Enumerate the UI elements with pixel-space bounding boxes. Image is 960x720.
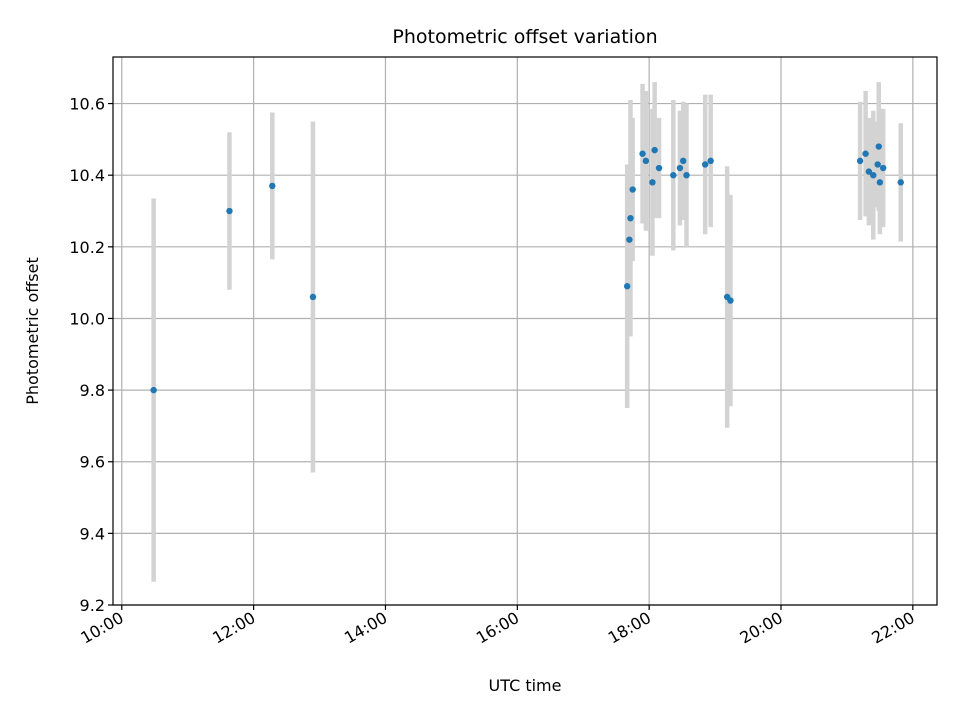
plot-area-frame xyxy=(112,56,938,606)
data-point xyxy=(856,157,864,165)
y-axis: 9.2 9.4 9.6 9.8 10.0 10.2 10.4 10.6 xyxy=(69,95,113,615)
data-point xyxy=(676,164,684,172)
y-tick-label: 9.6 xyxy=(80,453,105,472)
y-tick-label: 9.2 xyxy=(80,596,105,615)
data-point xyxy=(651,146,658,154)
data-point xyxy=(627,214,634,222)
data-point xyxy=(309,293,317,301)
data-point xyxy=(879,164,887,172)
data-point xyxy=(870,171,877,179)
grid xyxy=(113,57,937,606)
y-tick-label: 9.8 xyxy=(80,381,105,400)
data-point xyxy=(626,236,633,243)
x-axis-title: UTC time xyxy=(489,676,562,695)
data-point xyxy=(727,297,734,304)
data-point xyxy=(874,161,881,168)
y-tick-label: 10.6 xyxy=(69,95,105,114)
data-point xyxy=(150,386,157,394)
y-tick-label: 10.0 xyxy=(69,309,105,328)
data-point xyxy=(670,171,677,179)
data-points xyxy=(150,143,904,394)
data-point xyxy=(683,171,690,179)
data-point xyxy=(655,164,663,172)
data-point xyxy=(701,161,709,168)
data-point xyxy=(876,179,884,186)
y-tick-label: 10.4 xyxy=(69,166,105,185)
y-tick-label: 9.4 xyxy=(80,524,105,543)
y-tick-label: 10.2 xyxy=(69,238,105,257)
data-point xyxy=(226,207,233,215)
y-axis-title: Photometric offset xyxy=(23,257,42,405)
data-point xyxy=(639,150,646,157)
data-point xyxy=(875,143,882,150)
data-point xyxy=(642,157,650,165)
chart-title: Photometric offset variation xyxy=(392,26,657,48)
data-point xyxy=(865,168,873,175)
data-point xyxy=(680,157,687,165)
data-point xyxy=(862,150,869,157)
data-point xyxy=(623,283,631,290)
data-point xyxy=(629,186,636,193)
data-point xyxy=(269,182,276,190)
data-point xyxy=(707,157,714,165)
data-point xyxy=(897,179,904,186)
data-point xyxy=(649,179,656,186)
